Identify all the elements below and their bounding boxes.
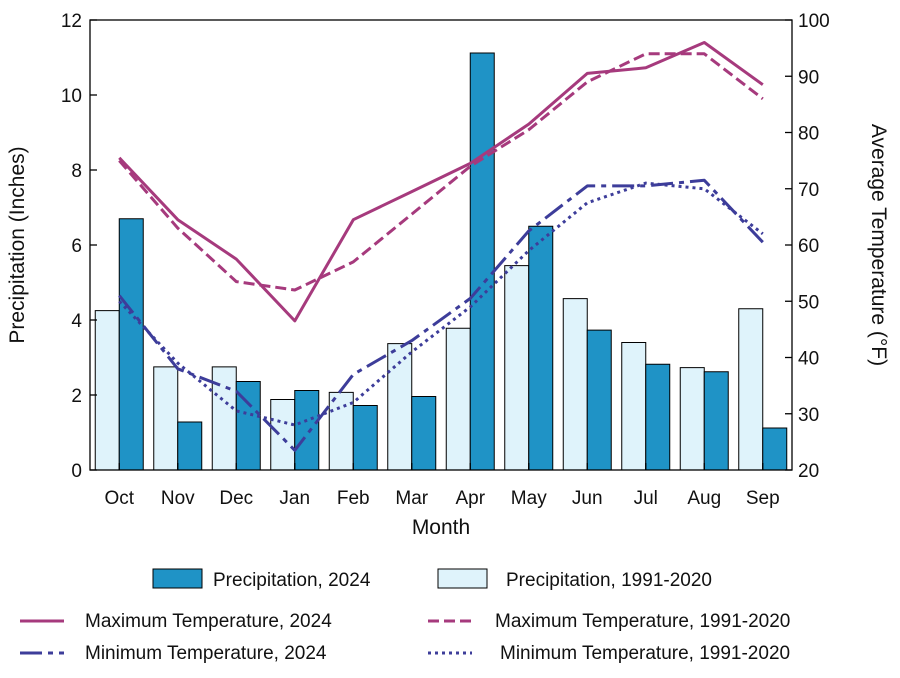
y-right-tick-label: 60 [798, 236, 819, 257]
bar-2024-apr [469, 52, 495, 471]
bar-normal-oct [94, 310, 120, 471]
bar-normal-apr [445, 327, 471, 471]
bar-2024-may [528, 225, 554, 471]
x-axis-label: Month [412, 516, 470, 539]
bar-normal-jun [562, 298, 588, 471]
bar-normal-mar [387, 343, 413, 471]
y-axis-left-label: Precipitation (Inches) [6, 146, 29, 343]
line-min-2024 [118, 178, 764, 452]
bar-2024-aug [703, 371, 729, 471]
y-axis-right-label: Average Temperature (°F) [867, 124, 890, 366]
y-right-tick-label: 40 [798, 349, 819, 370]
legend-label-precip-normal: Precipitation, 1991-2020 [506, 570, 712, 591]
bar-normal-feb [328, 391, 354, 471]
x-tick-label: Aug [687, 488, 721, 509]
bar-normal-jan [270, 399, 296, 471]
y-right-tick-label: 30 [798, 405, 819, 426]
x-tick-label: Jun [572, 488, 603, 509]
bar-2024-jan [294, 390, 320, 471]
y-right-tick-label: 70 [798, 180, 819, 201]
bar-2024-oct [118, 218, 144, 471]
y-right-tick-label: 20 [798, 461, 819, 482]
x-tick-label: Mar [395, 488, 428, 509]
bar-2024-jul [645, 363, 671, 471]
legend-label-min-2024: Minimum Temperature, 2024 [85, 643, 327, 664]
y-right-tick-label: 90 [798, 67, 819, 88]
legend-label-max-normal: Maximum Temperature, 1991-2020 [495, 611, 790, 632]
x-tick-label: Oct [104, 488, 134, 509]
legend-swatch-precip-normal [437, 568, 488, 589]
x-tick-label: Nov [161, 488, 195, 509]
x-tick-label: Apr [455, 488, 485, 509]
bar-normal-may [504, 265, 530, 471]
legend-label-max-2024: Maximum Temperature, 2024 [85, 611, 332, 632]
x-tick-label: Feb [337, 488, 370, 509]
x-tick-label: Sep [746, 488, 780, 509]
bar-normal-jul [621, 342, 647, 471]
y-left-tick-label: 12 [61, 11, 82, 32]
legend-label-precip-2024: Precipitation, 2024 [213, 570, 371, 591]
y-right-tick-label: 50 [798, 292, 819, 313]
line-max-normal [118, 52, 764, 292]
ticks-layer: 0 2 4 6 8 10 12 20 30 40 50 60 70 80 90 100 Oct Nov Dec Jan… [61, 11, 830, 509]
y-right-tick-label: 80 [798, 124, 819, 145]
x-tick-label: Jan [279, 488, 310, 509]
x-tick-label: May [511, 488, 547, 509]
bar-2024-feb [352, 405, 378, 471]
bar-2024-jun [586, 329, 612, 471]
y-left-tick-label: 0 [71, 461, 82, 482]
y-left-tick-label: 8 [71, 161, 82, 182]
bar-normal-nov [153, 366, 179, 471]
legend-label-min-normal: Minimum Temperature, 1991-2020 [500, 643, 790, 664]
bar-2024-nov [177, 421, 203, 471]
bar-normal-aug [679, 367, 705, 471]
y-right-tick-label: 100 [798, 11, 830, 32]
legend: Precipitation, 2024 Precipitation, 1991-2… [20, 568, 790, 664]
bar-2024-mar [411, 396, 437, 471]
x-tick-label: Dec [219, 488, 253, 509]
y-left-tick-label: 4 [71, 311, 82, 332]
bar-2024-sep [762, 427, 788, 471]
line-min-normal [118, 181, 764, 427]
line-max-2024 [118, 41, 764, 323]
y-left-tick-label: 6 [71, 236, 82, 257]
y-left-tick-label: 2 [71, 386, 82, 407]
legend-swatch-precip-2024 [152, 568, 203, 589]
y-left-tick-label: 10 [61, 86, 82, 107]
x-tick-label: Jul [634, 488, 658, 509]
bars-layer [94, 52, 788, 471]
bar-normal-sep [738, 308, 764, 471]
lines-layer [118, 41, 764, 452]
